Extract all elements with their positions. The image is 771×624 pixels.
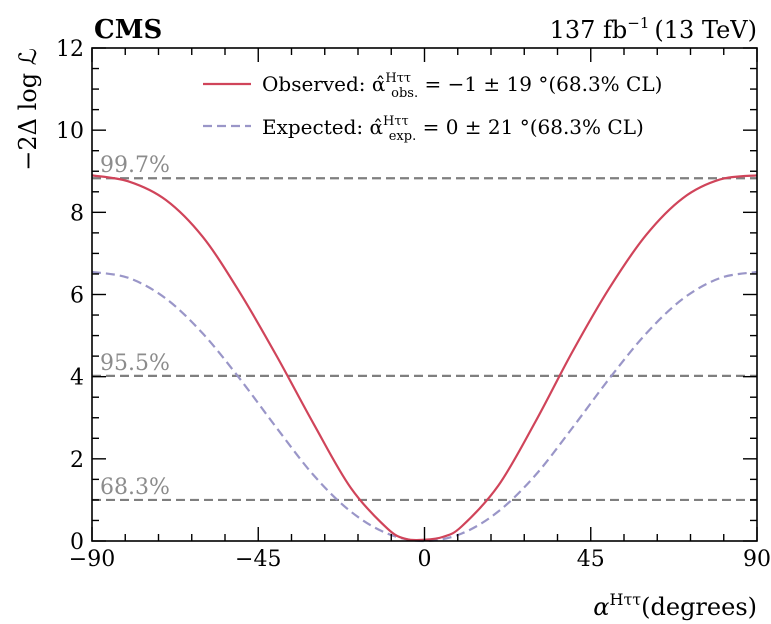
y-tick-label: 12	[56, 37, 84, 62]
x-tick-label: 45	[577, 547, 605, 572]
series-line-expected	[91, 270, 758, 543]
y-tick-label: 2	[70, 448, 84, 473]
legend: Observed: α̂Hττ obs. = −1 ± 19 °(68.3% CL…	[203, 71, 662, 144]
reference-line-label: 68.3%	[100, 475, 170, 500]
legend-label-expected: Expected: α̂Hττ exp. = 0 ± 21 °(68.3% CL)	[262, 114, 644, 144]
x-tick-label: −45	[235, 547, 281, 572]
y-tick-label: 8	[70, 201, 84, 226]
experiment-label: CMS	[94, 15, 162, 45]
y-tick-label: 6	[70, 284, 84, 309]
series-layer	[91, 174, 758, 543]
y-tick-label: 0	[70, 530, 84, 555]
y-axis-label: −2Δ log ℒ	[14, 48, 42, 171]
legend-label-observed: Observed: α̂Hττ obs. = −1 ± 19 °(68.3% CL…	[262, 71, 662, 101]
reference-line-label: 99.7%	[100, 153, 170, 178]
lumi-label: 137 fb−1 (13 TeV)	[550, 14, 757, 44]
x-tick-label: −90	[69, 547, 115, 572]
y-tick-label: 4	[70, 366, 84, 391]
reference-lines: 99.7% 95.5% 68.3%	[92, 153, 757, 502]
reference-line-label: 95.5%	[100, 351, 170, 376]
x-tick-label: 0	[418, 547, 432, 572]
x-axis-label: αHττ(degrees)	[593, 590, 757, 621]
y-tick-label: 10	[56, 119, 84, 144]
series-line-observed	[91, 174, 758, 542]
ticks: −90 −45 0 45 90 0 2 4 6 8 10 12	[56, 37, 771, 572]
x-tick-label: 90	[743, 547, 771, 572]
